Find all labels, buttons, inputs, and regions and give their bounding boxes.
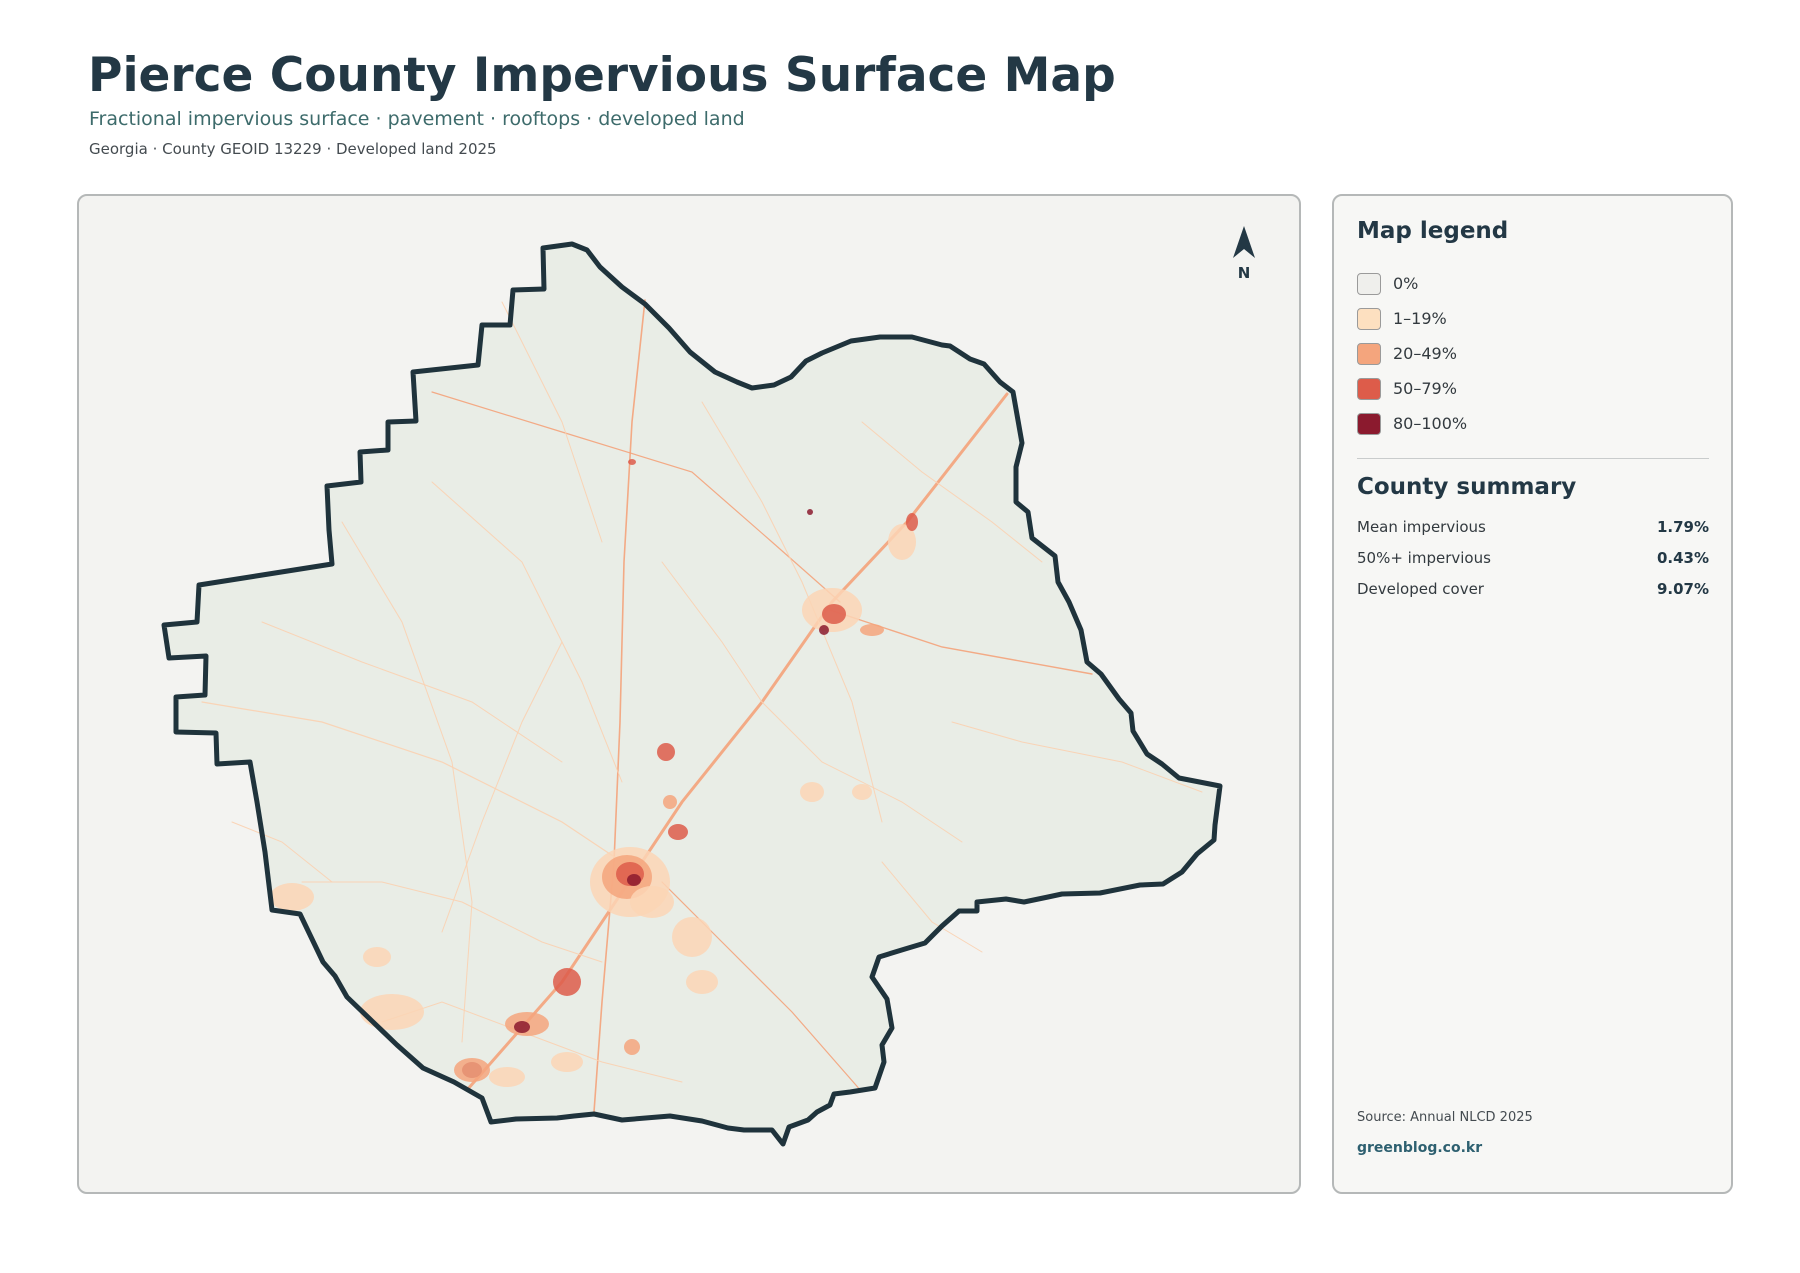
road-line [201, 701, 623, 863]
developed-patch [627, 874, 641, 886]
developed-patch [663, 795, 677, 809]
source-note: Source: Annual NLCD 2025 [1357, 1110, 1533, 1125]
road-line [701, 401, 883, 823]
site-link[interactable]: greenblog.co.kr [1357, 1140, 1483, 1156]
road-line [341, 521, 473, 1043]
developed-patch [888, 524, 916, 560]
developed-patch [628, 459, 636, 465]
map-panel [77, 194, 1301, 1194]
developed-patch [630, 886, 674, 918]
developed-patch [668, 824, 688, 840]
legend-swatch [1357, 272, 1381, 295]
developed-patch [852, 784, 872, 800]
road-line [431, 391, 841, 603]
summary-label: Developed cover [1357, 580, 1484, 598]
summary-label: 50%+ impervious [1357, 549, 1491, 567]
developed-patch [800, 782, 824, 802]
road-line [441, 641, 563, 933]
legend-item: 80–100% [1357, 406, 1467, 441]
road-line [829, 609, 1093, 675]
developed-patch [860, 624, 884, 636]
legend-heading: Map legend [1357, 218, 1509, 244]
legend-swatch [1357, 412, 1381, 435]
road-line [861, 421, 1043, 563]
summary-heading: County summary [1357, 474, 1577, 500]
summary-row: 50%+ impervious 0.43% [1357, 549, 1709, 567]
developed-patch [553, 968, 581, 996]
legend-item: 1–19% [1357, 301, 1467, 336]
page-title: Pierce County Impervious Surface Map [88, 48, 1116, 103]
urban-patches [270, 459, 918, 1087]
legend-label: 80–100% [1393, 414, 1468, 433]
road-line [231, 821, 333, 883]
legend-label: 0% [1393, 274, 1419, 293]
developed-patch [514, 1021, 530, 1033]
developed-patch [807, 509, 813, 515]
legend-item: 20–49% [1357, 336, 1467, 371]
developed-patch [672, 917, 712, 957]
summary-label: Mean impervious [1357, 518, 1486, 536]
summary-row: Developed cover 9.07% [1357, 580, 1709, 598]
legend-label: 1–19% [1393, 309, 1447, 328]
developed-patch [822, 604, 846, 624]
developed-patch [686, 970, 718, 994]
developed-patch [489, 1067, 525, 1087]
legend-swatch [1357, 377, 1381, 400]
road-line [501, 301, 603, 543]
road-line [661, 561, 763, 703]
road-line [431, 481, 623, 783]
developed-patch [906, 513, 918, 531]
county-area [164, 244, 1220, 1144]
developed-patch [270, 883, 314, 911]
county-map [161, 241, 1223, 1147]
summary-value: 1.79% [1656, 518, 1709, 536]
panel-divider [1357, 458, 1709, 459]
summary-value: 9.07% [1656, 580, 1709, 598]
legend-swatch [1357, 307, 1381, 330]
legend-item: 50–79% [1357, 371, 1467, 406]
north-arrow: N [1220, 224, 1268, 282]
developed-patch [819, 625, 829, 635]
north-arrow-icon [1233, 226, 1255, 258]
road-line [951, 721, 1203, 793]
county-boundary [161, 241, 1223, 1147]
developed-patch [363, 947, 391, 967]
road-line [881, 861, 983, 953]
developed-patch [657, 743, 675, 761]
summary-value: 0.43% [1656, 549, 1709, 567]
developed-patch [624, 1039, 640, 1055]
north-label: N [1237, 264, 1251, 282]
legend-panel: Map legend 0% 1–19% 20–49% 50–79% 80–100… [1332, 194, 1733, 1194]
legend-label: 20–49% [1393, 344, 1457, 363]
road-line [301, 881, 603, 963]
developed-patch [360, 994, 424, 1030]
legend-list: 0% 1–19% 20–49% 50–79% 80–100% [1357, 266, 1467, 441]
legend-swatch [1357, 342, 1381, 365]
road-line [261, 621, 563, 763]
page-subtitle: Fractional impervious surface · pavement… [89, 108, 745, 130]
developed-patch [454, 1058, 490, 1082]
page-meta: Georgia · County GEOID 13229 · Developed… [89, 140, 497, 158]
legend-item: 0% [1357, 266, 1467, 301]
legend-label: 50–79% [1393, 379, 1457, 398]
developed-patch [551, 1052, 583, 1072]
road-line [661, 881, 863, 1093]
summary-row: Mean impervious 1.79% [1357, 518, 1709, 536]
road-line [761, 701, 963, 843]
road-line [593, 299, 646, 1113]
